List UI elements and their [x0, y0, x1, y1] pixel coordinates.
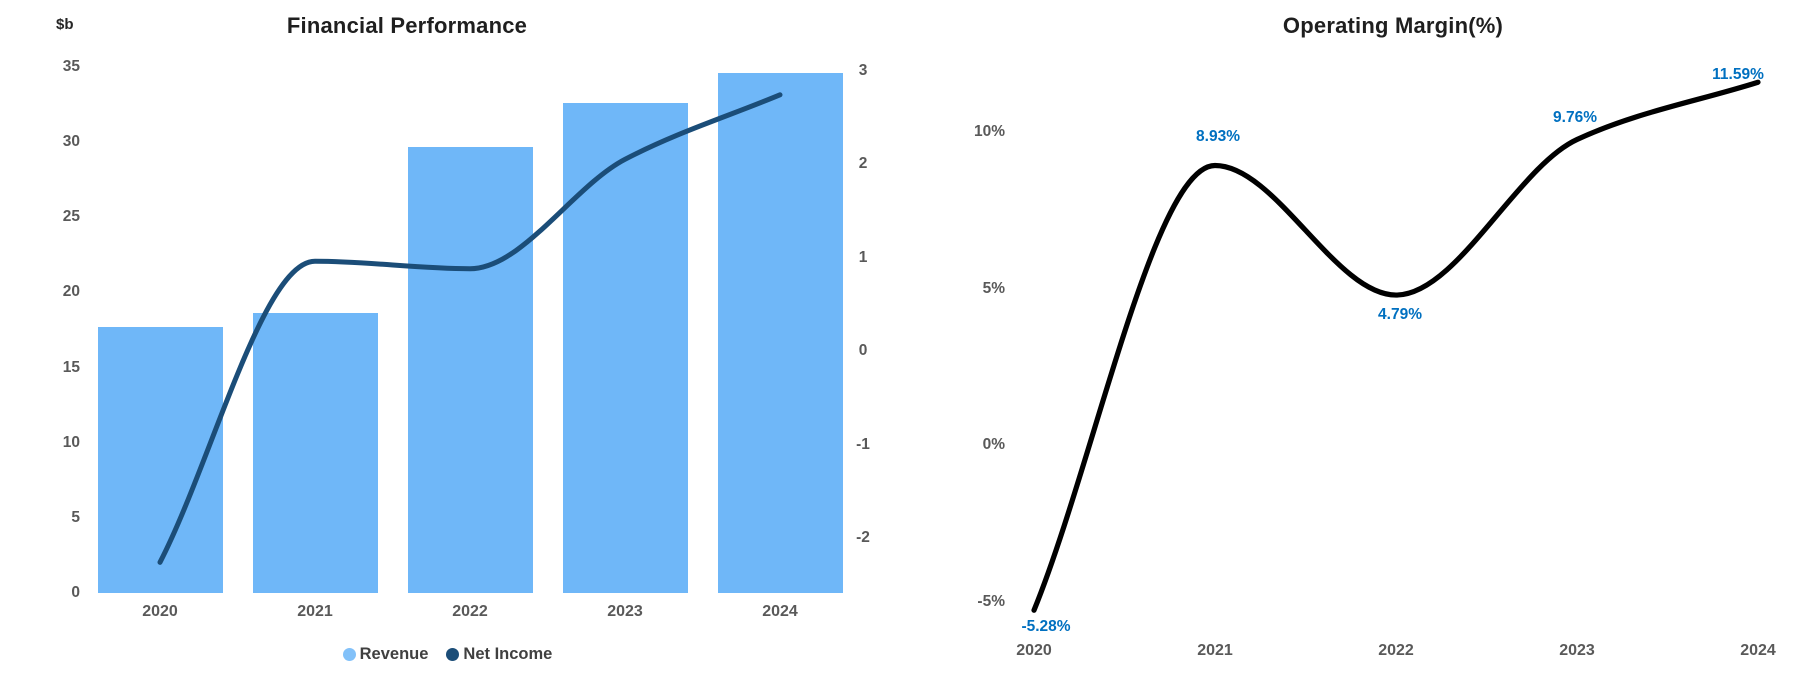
margin-data-label: -5.28%	[1021, 618, 1071, 636]
x-tick-label: 2023	[607, 603, 643, 620]
legend: Revenue Net Income	[60, 645, 835, 664]
legend-label-revenue: Revenue	[359, 645, 429, 663]
x-tick-label: 2020	[142, 603, 178, 620]
legend-item-net-income: Net Income	[446, 645, 552, 664]
margin-x-tick-label: 2023	[1559, 642, 1595, 659]
chart-title-operating-margin: Operating Margin(%)	[1282, 13, 1504, 38]
revenue-bar-2020	[97, 327, 223, 593]
x-tick-label: 2021	[297, 603, 333, 620]
y-tick-label: 25	[62, 208, 80, 226]
revenue-bar-2021	[252, 313, 378, 593]
y-tick-label: 15	[62, 358, 80, 376]
secondary-y-tick-label: 0	[858, 342, 868, 359]
x-tick-label: 2022	[452, 603, 488, 620]
margin-data-label: 4.79%	[1378, 306, 1422, 324]
margin-y-tick-label: -5%	[977, 592, 1005, 610]
y-tick-label: 0	[71, 584, 80, 601]
net-income-dot-icon	[446, 648, 460, 661]
margin-x-tick-label: 2024	[1740, 642, 1776, 659]
y-tick-label: 10	[62, 433, 80, 451]
margin-data-label: 11.59%	[1712, 66, 1764, 84]
margin-x-tick-label: 2020	[1016, 642, 1052, 659]
y-tick-label: 35	[62, 58, 80, 76]
margin-x-tick-label: 2022	[1378, 642, 1414, 659]
secondary-y-tick-label: 2	[858, 155, 868, 172]
y-tick-label: 30	[62, 133, 80, 151]
margin-y-tick-label: 0%	[982, 436, 1005, 453]
secondary-y-tick-label: 1	[858, 248, 868, 266]
y-axis-unit-label: $b	[56, 16, 74, 33]
revenue-dot-icon	[342, 648, 356, 661]
y-tick-label: 5	[71, 508, 80, 526]
secondary-y-tick-label: -1	[856, 435, 870, 453]
revenue-bar-2022	[407, 146, 533, 593]
y-tick-label: 20	[62, 283, 80, 301]
margin-data-label: 9.76%	[1553, 108, 1597, 126]
legend-label-net-income: Net Income	[463, 645, 553, 663]
line-path	[1031, 79, 1761, 613]
legend-item-revenue: Revenue	[342, 645, 429, 664]
revenue-bar-2023	[562, 103, 688, 593]
margin-data-label: 8.93%	[1196, 128, 1240, 146]
x-tick-label: 2024	[762, 603, 798, 620]
margin-y-tick-label: 5%	[982, 279, 1005, 297]
secondary-y-tick-label: 3	[858, 61, 868, 79]
chart-title-financial-performance: Financial Performance	[286, 13, 528, 38]
revenue-bar-2024	[717, 73, 843, 593]
secondary-y-tick-label: -2	[856, 529, 870, 546]
margin-x-tick-label: 2021	[1197, 642, 1233, 659]
margin-y-tick-label: 10%	[973, 123, 1005, 140]
